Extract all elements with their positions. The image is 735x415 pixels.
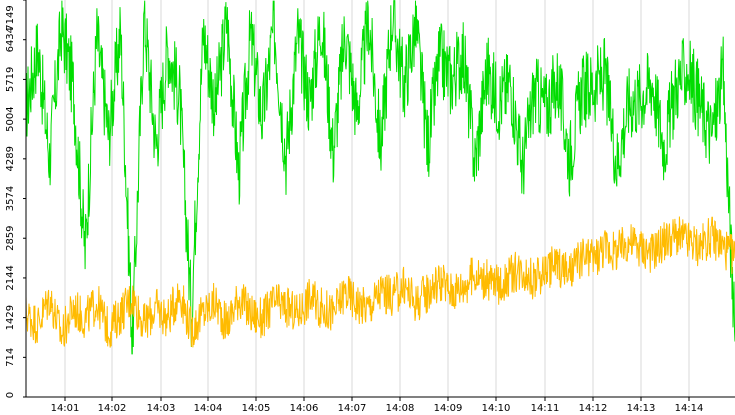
x-tick-label: 14:02 xyxy=(98,403,127,414)
y-tick-label: 2144 xyxy=(5,265,16,290)
x-tick-label: 14:11 xyxy=(531,403,560,414)
x-tick-label: 14:14 xyxy=(675,403,704,414)
x-tick-label: 14:06 xyxy=(290,403,319,414)
x-tick-label: 14:03 xyxy=(147,403,176,414)
x-tick-label: 14:09 xyxy=(434,403,463,414)
y-tick-label: 0 xyxy=(5,392,16,398)
y-tick-label: 1429 xyxy=(5,305,16,330)
series-layer xyxy=(25,0,735,355)
y-tick-label: 7149 xyxy=(5,5,16,30)
series-line-1 xyxy=(25,0,735,355)
y-tick-label: 6434 xyxy=(5,27,16,52)
y-tick-label: 5719 xyxy=(5,67,16,92)
y-tick-label: 2859 xyxy=(5,225,16,250)
x-tick-label: 14:08 xyxy=(386,403,415,414)
x-tick-label: 14:07 xyxy=(338,403,367,414)
x-tick-label: 14:01 xyxy=(51,403,80,414)
series-line-2 xyxy=(25,216,735,348)
x-tick-label: 14:13 xyxy=(627,403,656,414)
vertical-gridlines xyxy=(64,0,690,397)
x-tick-label: 14:04 xyxy=(194,403,223,414)
y-tick-label: 5004 xyxy=(5,106,16,131)
x-tick-label: 14:12 xyxy=(579,403,608,414)
y-tick-label: 4289 xyxy=(5,146,16,171)
y-tick-label: 3574 xyxy=(5,186,16,211)
x-axis-tick-labels: 14:01 14:02 14:03 14:04 14:05 14:06 14:07 14:08… xyxy=(51,397,704,414)
x-tick-label: 14:10 xyxy=(482,403,511,414)
y-tick-label: 714 xyxy=(5,348,16,367)
x-tick-label: 14:05 xyxy=(242,403,271,414)
